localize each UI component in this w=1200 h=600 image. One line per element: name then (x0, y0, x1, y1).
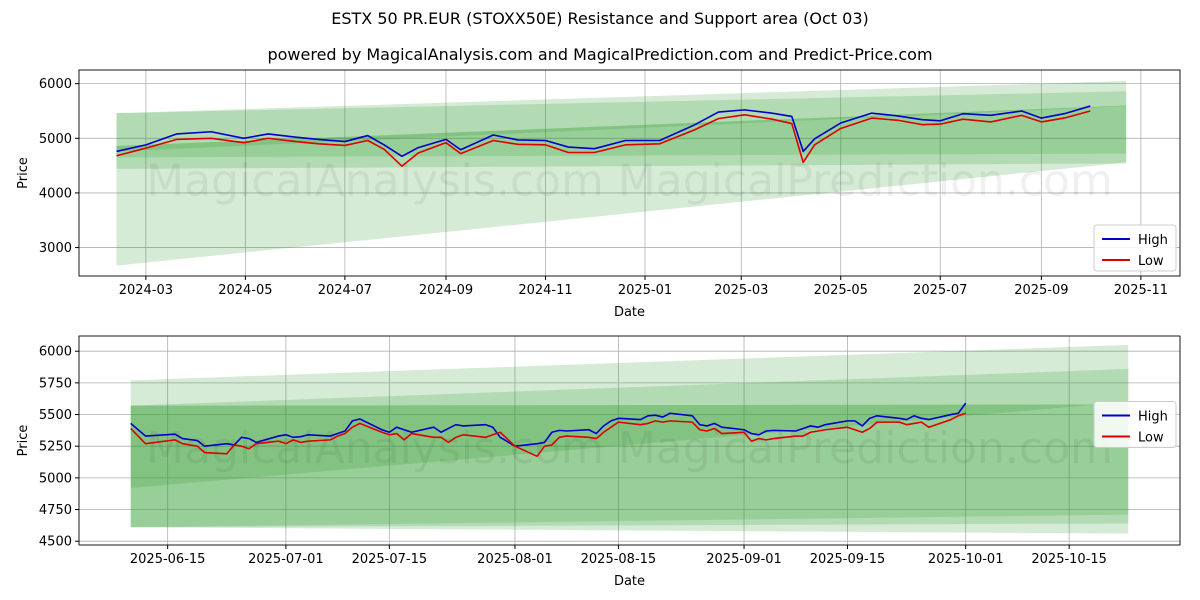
series-line-high (130, 402, 967, 448)
x-tick-label: 2025-09 (1014, 283, 1068, 298)
legend-label: Low (1138, 431, 1164, 446)
x-axis-label: Date (614, 305, 645, 320)
legend-label: High (1138, 410, 1168, 425)
plot-frame (78, 335, 1181, 546)
chart-title: ESTX 50 PR.EUR (STOXX50E) Resistance and… (331, 9, 869, 28)
x-tick-label: 2025-08-01 (477, 552, 553, 567)
series-group (130, 402, 967, 458)
series-line-low (116, 110, 1091, 167)
x-tick-label: 2024-11 (518, 283, 572, 298)
x-tick-label: 2025-05 (814, 283, 868, 298)
band-area (116, 91, 1127, 266)
x-axis-label: Date (614, 574, 645, 589)
x-tick-label: 2025-06-15 (130, 552, 206, 567)
series-line-low (130, 412, 966, 458)
x-tick-label: 2024-07 (318, 283, 372, 298)
y-tick-label: 4750 (39, 503, 72, 518)
legend: High Low (1093, 401, 1177, 448)
series-group (116, 105, 1091, 167)
x-tick-label: 2025-07 (913, 283, 967, 298)
y-tick-label: 6000 (39, 77, 72, 92)
x-tick-label: 2024-03 (119, 283, 173, 298)
x-tick-label: 2025-10-15 (1031, 552, 1107, 567)
x-tick-label: 2025-09-01 (706, 552, 782, 567)
watermark: MagicalAnalysis.com MagicalPrediction.co… (146, 423, 1113, 474)
x-tick-label: 2025-03 (714, 283, 768, 298)
y-tick-label: 4000 (39, 186, 72, 201)
plot-frame (78, 69, 1181, 277)
y-axis-label: Price (16, 157, 31, 189)
band-area (130, 404, 1129, 528)
y-tick-label: 5250 (39, 440, 72, 455)
series-line-high (116, 105, 1091, 158)
band-area (130, 344, 1129, 534)
legend: High Low (1093, 224, 1177, 272)
legend-label: Low (1138, 254, 1164, 269)
y-tick-label: 5750 (39, 376, 72, 391)
x-tick-label: 2025-07-15 (352, 552, 428, 567)
x-tick-label: 2025-11 (1114, 283, 1168, 298)
y-tick-label: 5000 (39, 471, 72, 486)
support-resistance-bands (130, 344, 1129, 534)
x-tick-label: 2024-09 (419, 283, 473, 298)
x-tick-label: 2025-10-01 (928, 552, 1004, 567)
plot-panel-2: MagicalAnalysis.com MagicalPrediction.co… (16, 335, 1181, 589)
x-tick-label: 2025-01 (618, 283, 672, 298)
band-area (130, 368, 1129, 528)
legend-box (1093, 401, 1177, 448)
y-tick-label: 3000 (39, 241, 72, 256)
x-tick-label: 2025-08-15 (581, 552, 657, 567)
x-tick-label: 2025-09-15 (810, 552, 886, 567)
y-tick-label: 4500 (39, 535, 72, 550)
y-tick-label: 6000 (39, 345, 72, 360)
band-area (130, 401, 1129, 488)
watermark: MagicalAnalysis.com MagicalPrediction.co… (146, 155, 1113, 206)
chart-subtitle: powered by MagicalAnalysis.com and Magic… (267, 45, 933, 64)
x-tick-label: 2024-05 (218, 283, 272, 298)
y-tick-label: 5000 (39, 132, 72, 147)
legend-label: High (1138, 233, 1168, 248)
x-tick-label: 2025-07-01 (248, 552, 324, 567)
band-area (116, 80, 1127, 169)
y-axis-label: Price (16, 425, 31, 457)
plot-panel-1: MagicalAnalysis.com MagicalPrediction.co… (16, 69, 1181, 320)
y-tick-label: 5500 (39, 408, 72, 423)
legend-box (1093, 224, 1177, 272)
band-area (116, 105, 1127, 152)
